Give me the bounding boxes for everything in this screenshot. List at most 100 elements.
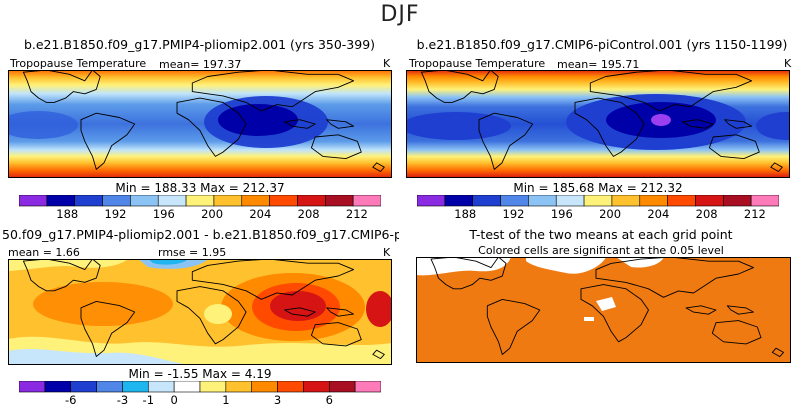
coastline (310, 322, 362, 347)
panel3-east-max (366, 291, 392, 327)
colorbar-tick-label: 188 (454, 207, 476, 219)
colorbar-cell (500, 195, 529, 207)
colorbar-cell (472, 195, 501, 207)
colorbar-cell (19, 195, 48, 207)
panel4-subtitle: Colored cells are significant at the 0.0… (478, 244, 724, 257)
panel2-minmax: Min = 185.68 Max = 212.32 (513, 181, 683, 195)
panel2-colorbar: 188 192 196 200 204 208 212 (417, 195, 779, 219)
panel3-south-cool (8, 349, 188, 365)
panel4-insignificant-northeast (616, 257, 664, 268)
panel1-mean: mean= 197.37 (159, 58, 242, 71)
coastline (284, 307, 316, 317)
coastline (580, 284, 649, 343)
colorbar-cell (528, 195, 557, 207)
colorbar-cell (96, 381, 123, 393)
panel3-minmax: Min = -1.55 Max = 4.19 (128, 367, 272, 381)
coastline (682, 119, 714, 129)
colorbar-tick-label: -1 (143, 393, 154, 407)
colorbar-tick-label: 196 (551, 207, 573, 219)
panel1-map (8, 70, 392, 178)
coastline (326, 307, 355, 317)
colorbar-cell (417, 195, 446, 207)
colorbar-tick-label: 200 (599, 207, 621, 219)
panel3-colorbar: -6 -3 -1 0 1 3 6 (19, 381, 381, 407)
colorbar-cell (269, 195, 298, 207)
coastline (724, 119, 753, 129)
colorbar-cell (297, 195, 326, 207)
coastline (372, 162, 385, 172)
colorbar-tick-label: 192 (503, 207, 525, 219)
panel1-colorbar-cells (19, 195, 381, 207)
panel1-atlantic-low (8, 111, 78, 139)
colorbar-cell (611, 195, 641, 207)
colorbar-cell (241, 195, 270, 207)
coastline (726, 305, 754, 315)
panel3-map (8, 259, 392, 365)
colorbar-cell (157, 195, 187, 207)
panel2-map (406, 70, 790, 178)
panel3-local-min (204, 304, 232, 324)
colorbar-tick-label: 204 (249, 207, 271, 219)
coastline (176, 286, 247, 345)
panel1-min-core (218, 104, 298, 136)
colorbar-cell (251, 381, 278, 393)
panel1-variable: Tropopause Temperature (10, 57, 147, 70)
coastline (284, 119, 316, 129)
panel1-frame (8, 70, 392, 178)
colorbar-cell (185, 195, 215, 207)
colorbar-cell (44, 381, 72, 393)
colorbar-cell (74, 195, 103, 207)
coastline (574, 97, 645, 157)
colorbar-cell (352, 195, 381, 207)
panel2-pacific-low (756, 112, 790, 140)
colorbar-tick-label: 208 (696, 207, 718, 219)
colorbar-cell (583, 195, 613, 207)
panel2-min-core (651, 114, 671, 126)
coastline (771, 347, 784, 358)
panel2-units: K (784, 57, 792, 70)
coastline (80, 112, 136, 170)
panel1-units: K (383, 57, 391, 70)
coastline (486, 298, 541, 355)
colorbar-tick-label: 3 (274, 393, 281, 407)
colorbar-tick-label: 188 (56, 207, 78, 219)
panel3-rmse: rmse = 1.95 (158, 246, 227, 259)
coastline (80, 300, 136, 357)
panel1-colorbar: 188 192 196 200 204 208 212 (19, 195, 381, 219)
colorbar-tick-label: -3 (117, 393, 128, 407)
colorbar-cell (303, 381, 330, 393)
coastline (22, 70, 101, 103)
colorbar-cell (695, 195, 724, 207)
colorbar-tick-label: 192 (105, 207, 127, 219)
colorbar-cell (213, 195, 243, 207)
panel4-map (416, 257, 791, 363)
colorbar-tick-label: 212 (346, 207, 368, 219)
panel3-max-core (270, 291, 326, 321)
colorbar-cell (147, 381, 175, 393)
colorbar-cell (444, 195, 473, 207)
coastline (326, 119, 355, 129)
coastline (711, 320, 762, 345)
panel2-colorbar-cells (417, 195, 779, 207)
season-title: DJF (380, 2, 420, 27)
coastline (708, 134, 760, 160)
panel2-variable: Tropopause Temperature (409, 57, 546, 70)
panel2-atlantic-low (406, 112, 511, 140)
coastline (310, 134, 362, 160)
colorbar-cell (173, 381, 201, 393)
coastline (430, 257, 507, 290)
panel3-units: K (383, 246, 391, 259)
panel4-insignificant-patch (596, 297, 616, 311)
colorbar-cell (102, 195, 131, 207)
panel3-colorbar-cells (19, 381, 381, 393)
panel2-mean: mean= 195.71 (557, 58, 640, 71)
panel4-title: T-test of the two means at each grid poi… (469, 227, 733, 242)
colorbar-cell (122, 381, 149, 393)
panel4-insignificant-speck (584, 317, 594, 321)
panel3-colorbar-ticks: -6 -3 -1 0 1 3 6 (65, 393, 333, 407)
coastline (420, 70, 499, 103)
panel3-warm-band-west (33, 282, 173, 326)
colorbar-cell (19, 381, 46, 393)
colorbar-tick-label: 196 (153, 207, 175, 219)
colorbar-cell (325, 195, 354, 207)
